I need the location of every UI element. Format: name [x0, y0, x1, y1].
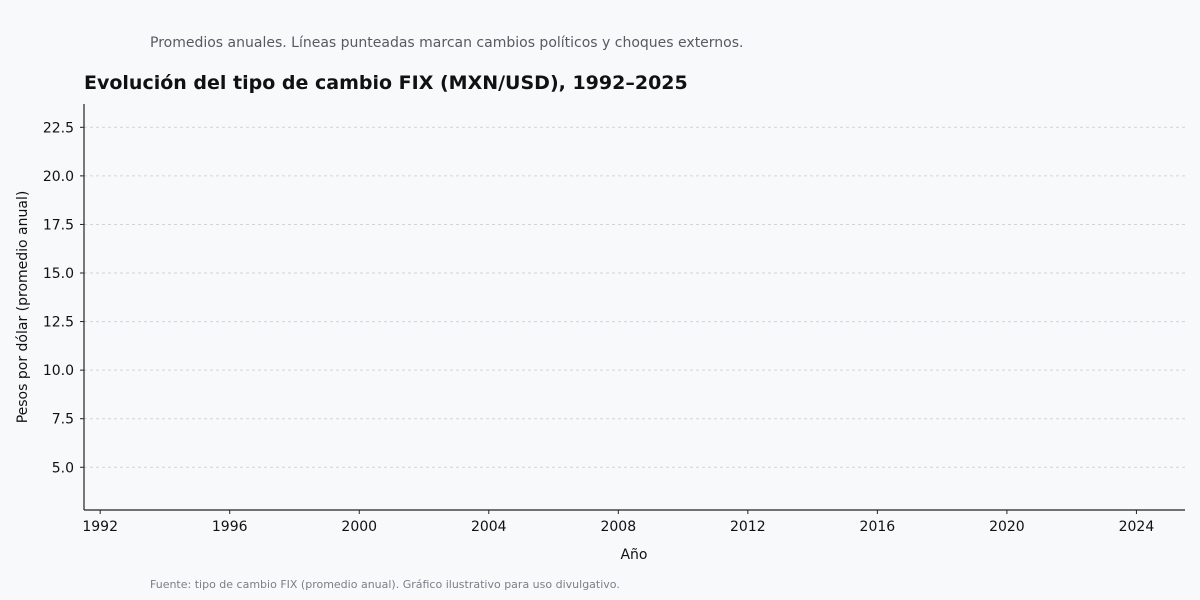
- y-tick-label: 12.5: [43, 315, 74, 331]
- x-tick-label: 2000: [341, 519, 377, 535]
- x-tick-label: 2016: [860, 519, 896, 535]
- chart-title: Evolución del tipo de cambio FIX (MXN/US…: [84, 72, 688, 94]
- y-tick-label: 20.0: [43, 169, 74, 185]
- x-tick-label: 1992: [82, 519, 118, 535]
- chart-source-note: Fuente: tipo de cambio FIX (promedio anu…: [150, 578, 620, 591]
- x-tick-label: 2008: [600, 519, 636, 535]
- y-tick-label: 10.0: [43, 363, 74, 379]
- y-tick-label: 22.5: [43, 120, 74, 136]
- y-axis-label: Pesos por dólar (promedio anual): [15, 191, 31, 424]
- x-tick-label: 2020: [989, 519, 1025, 535]
- y-tick-label: 17.5: [43, 217, 74, 233]
- x-tick-label: 1996: [212, 519, 248, 535]
- chart-subtitle: Promedios anuales. Líneas punteadas marc…: [150, 35, 744, 51]
- x-tick-label: 2004: [471, 519, 507, 535]
- y-tick-label: 5.0: [52, 460, 74, 476]
- y-tick-label: 7.5: [52, 412, 74, 428]
- y-tick-label: 15.0: [43, 266, 74, 282]
- x-tick-label: 2024: [1119, 519, 1155, 535]
- x-axis-label: Año: [620, 547, 647, 563]
- x-tick-label: 2012: [730, 519, 766, 535]
